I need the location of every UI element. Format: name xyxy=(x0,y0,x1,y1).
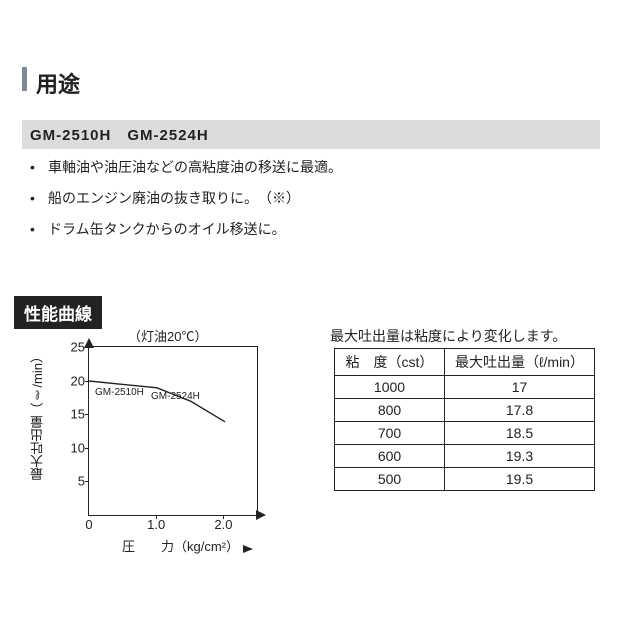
table-row: 60019.3 xyxy=(335,445,595,468)
col-header: 粘 度（cst） xyxy=(335,349,445,376)
table-row: 70018.5 xyxy=(335,422,595,445)
perf-chart: （灯油20℃） 25 20 15 10 5 0 1.0 2.0 GM-2510H… xyxy=(88,346,258,516)
curve-label-b: GM-2524H xyxy=(151,391,200,402)
usage-title: 用途 xyxy=(36,67,80,99)
chart-caption: （灯油20℃） xyxy=(128,326,207,345)
perf-title: 性能曲線 xyxy=(14,296,102,329)
x-arrow-icon xyxy=(256,510,266,520)
viscosity-table: 粘 度（cst） 最大吐出量（ℓ/min） 100017 80017.8 700… xyxy=(334,348,595,491)
table-row: 80017.8 xyxy=(335,399,595,422)
xtick: 0 xyxy=(85,515,92,532)
x-axis-label: 圧 力（kg/cm²） xyxy=(122,536,253,555)
y-axis-label: 最大吐出量（ℓ/min） xyxy=(28,350,47,481)
list-item: 車軸油や油圧油などの高粘度油の移送に最適。 xyxy=(30,152,342,183)
chart-curve xyxy=(89,347,259,517)
list-item: ドラム缶タンクからのオイル移送に。 xyxy=(30,214,342,245)
list-item: 船のエンジン廃油の抜き取りに。 （※） xyxy=(30,183,342,214)
curve-label-a: GM-2510H xyxy=(95,387,144,398)
table-note: 最大吐出量は粘度により変化します。 xyxy=(330,326,566,346)
section-bar xyxy=(22,67,27,91)
x-arrow-icon xyxy=(243,545,253,553)
table-row: 100017 xyxy=(335,376,595,399)
usage-bullets: 車軸油や油圧油などの高粘度油の移送に最適。 船のエンジン廃油の抜き取りに。 （※… xyxy=(30,152,342,244)
model-bar: GM-2510H GM-2524H xyxy=(22,120,600,149)
y-arrow-icon xyxy=(84,338,94,348)
table-row: 粘 度（cst） 最大吐出量（ℓ/min） xyxy=(335,349,595,376)
chart-box: 25 20 15 10 5 0 1.0 2.0 GM-2510H GM-2524… xyxy=(88,346,258,516)
table-row: 50019.5 xyxy=(335,468,595,491)
col-header: 最大吐出量（ℓ/min） xyxy=(445,349,595,376)
